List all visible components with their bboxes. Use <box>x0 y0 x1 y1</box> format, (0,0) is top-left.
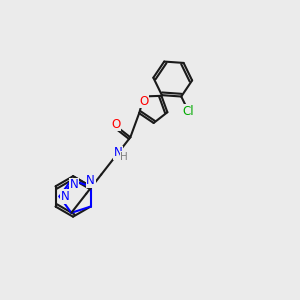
Text: N: N <box>86 174 95 188</box>
Text: H: H <box>120 152 128 162</box>
Text: O: O <box>111 118 121 130</box>
Text: N: N <box>114 146 123 159</box>
Text: N: N <box>70 178 78 191</box>
Text: O: O <box>139 95 148 108</box>
Text: Cl: Cl <box>182 105 194 118</box>
Text: N: N <box>61 190 70 203</box>
